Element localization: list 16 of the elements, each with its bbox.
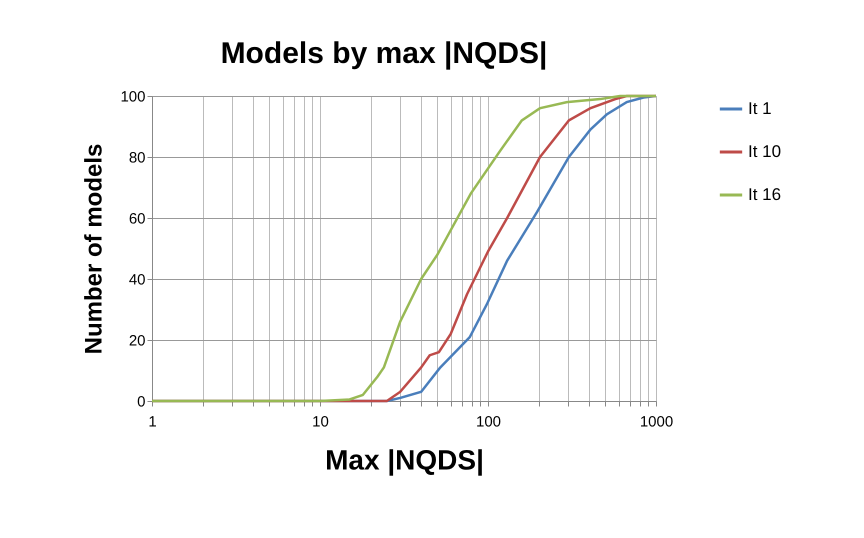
chart-title: Models by max |NQDS| — [220, 37, 548, 70]
legend-label: It 10 — [748, 142, 782, 161]
y-tick-label: 20 — [128, 332, 146, 350]
y-axis-title: Number of models — [80, 144, 108, 354]
y-tick-label: 100 — [120, 88, 146, 106]
y-tick-label: 0 — [137, 394, 146, 410]
x-tick-label: 100 — [476, 414, 502, 430]
x-tick-label: 1 — [148, 414, 157, 430]
y-tick-label: 40 — [128, 272, 146, 288]
x-tick-label: 10 — [312, 414, 329, 430]
x-tick-label: 1000 — [640, 414, 674, 430]
x-axis-title: Max |NQDS| — [325, 444, 484, 476]
y-tick-label: 60 — [128, 210, 146, 228]
legend-label: It 1 — [748, 99, 772, 118]
legend-label: It 16 — [748, 185, 782, 204]
y-tick-label: 80 — [128, 150, 146, 166]
